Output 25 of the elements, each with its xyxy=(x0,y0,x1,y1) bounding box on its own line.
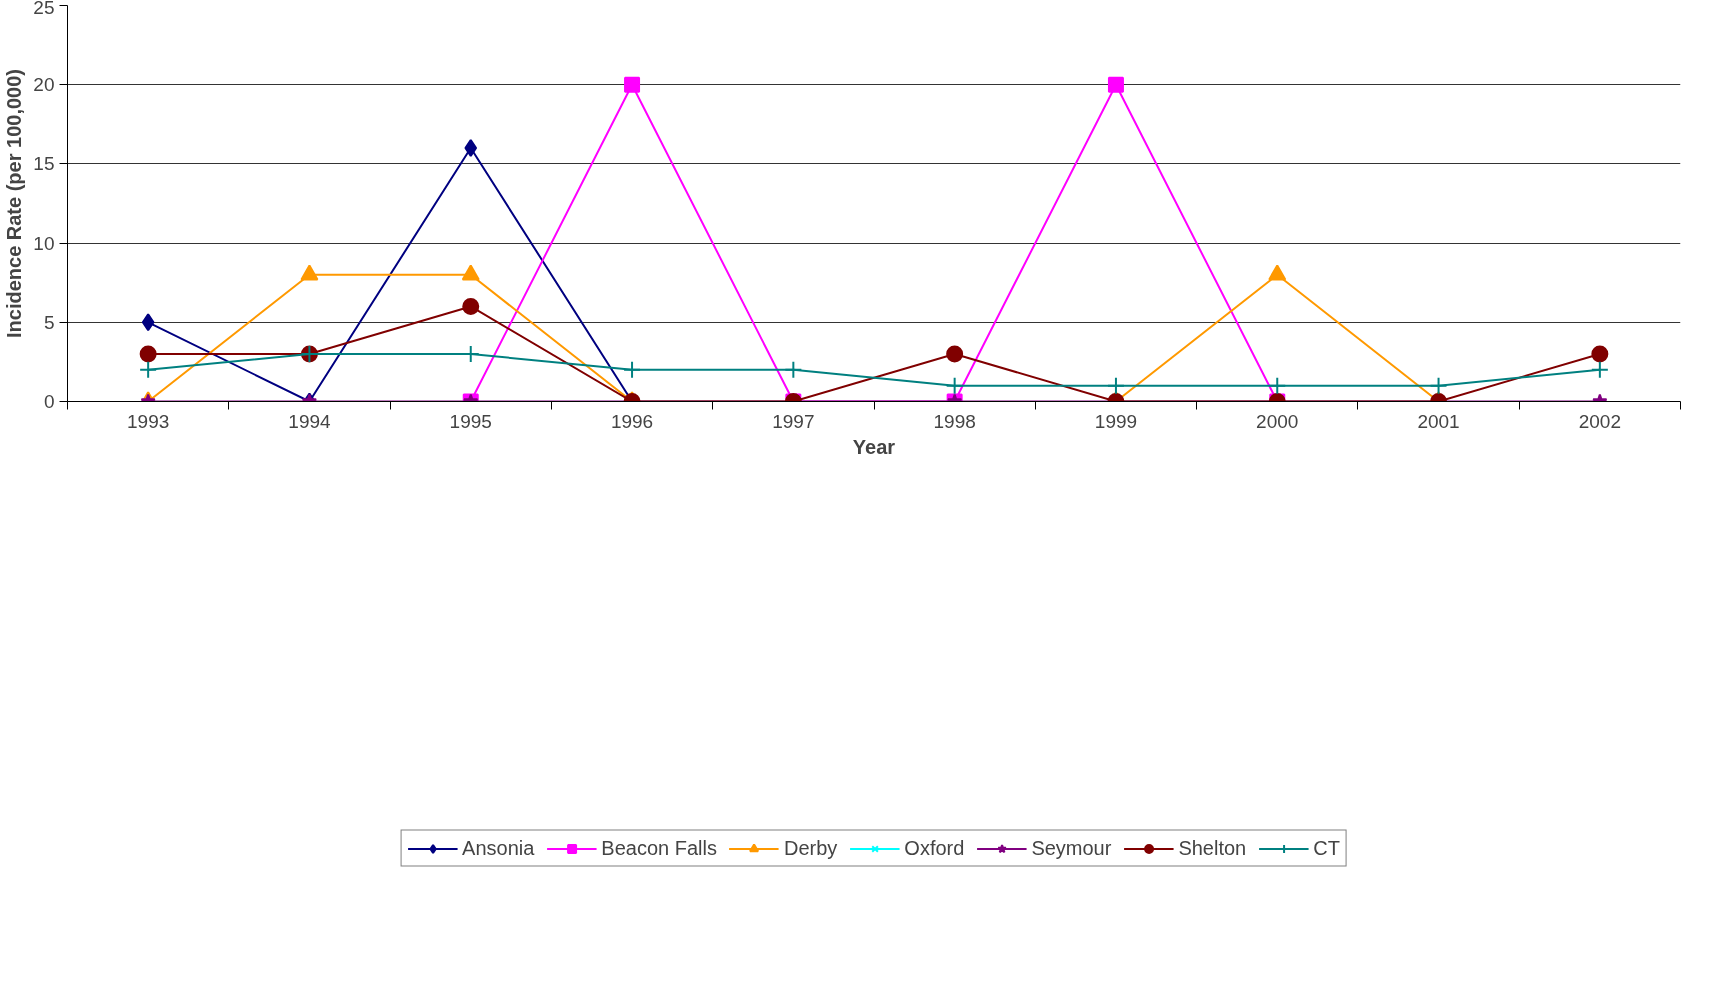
x-tick-label: 1993 xyxy=(127,410,170,432)
legend-label: Beacon Falls xyxy=(601,836,717,860)
y-tick-label: 20 xyxy=(33,74,55,96)
x-tick-label: 1996 xyxy=(610,410,654,432)
x-tick-label: 2001 xyxy=(1417,410,1460,432)
x-tick-label: 1997 xyxy=(772,410,815,432)
y-axis-title: Incidence Rate (per 100,000) xyxy=(3,68,26,339)
x-tick-label: 1998 xyxy=(933,410,976,432)
legend-label: Ansonia xyxy=(462,836,535,860)
y-tick-label: 0 xyxy=(43,391,55,412)
x-tick-label: 1999 xyxy=(1094,410,1138,432)
y-tick-label: 5 xyxy=(43,311,55,333)
legend-label: Seymour xyxy=(1031,836,1112,860)
y-tick-label: 25 xyxy=(33,0,55,18)
legend-label: Derby xyxy=(783,836,838,860)
y-tick-label: 10 xyxy=(33,232,55,254)
x-axis-title: Year xyxy=(852,435,896,458)
x-tick-label: 1995 xyxy=(449,410,492,432)
legend-label: Shelton xyxy=(1178,836,1247,860)
x-tick-label: 1994 xyxy=(288,410,332,432)
y-tick-label: 15 xyxy=(33,153,55,175)
legend-label: Oxford xyxy=(904,836,965,860)
x-tick-label: 2000 xyxy=(1256,410,1299,432)
x-tick-label: 2002 xyxy=(1578,410,1621,432)
legend-label: CT xyxy=(1313,836,1340,860)
